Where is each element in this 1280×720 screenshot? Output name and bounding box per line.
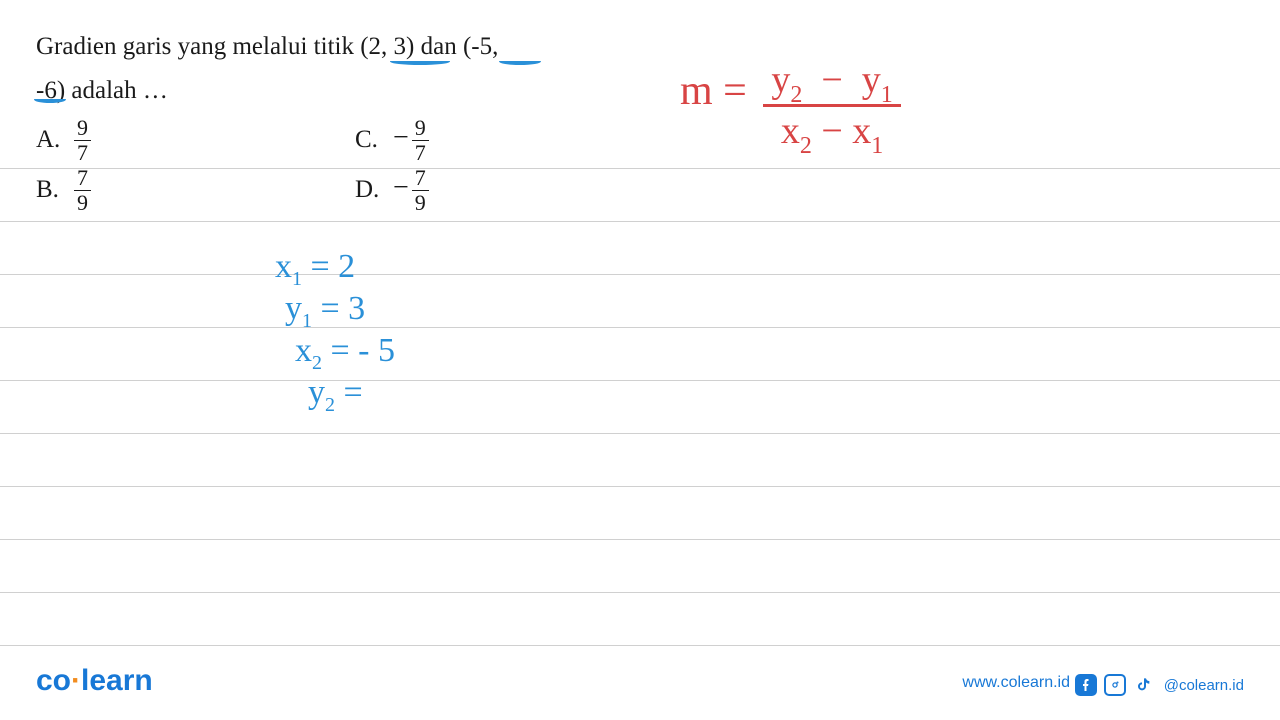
option-a-fraction: 9 7 [74,116,91,163]
formula-m-eq: m = [680,68,747,114]
options-block-2: C. − 9 7 D. − 7 9 [355,115,429,215]
facebook-icon [1075,674,1097,696]
logo: co·learn [36,664,153,698]
ruled-line [0,539,1280,540]
underline-mark [390,58,450,65]
option-b-label: B. [36,176,74,204]
option-c: C. − 9 7 [355,115,429,165]
ruled-line [0,168,1280,169]
ruled-line [0,592,1280,593]
question-line-2: -6) adalah … [36,72,596,110]
option-b-fraction: 7 9 [74,166,91,213]
ruled-line [0,380,1280,381]
option-d-value: − 7 9 [393,166,429,213]
formula-numerator: y2 − y1 [763,58,900,107]
ruled-line [0,221,1280,222]
social-handle: @colearn.id [1164,677,1244,694]
ruled-line [0,327,1280,328]
underline-mark [499,58,541,65]
formula-fraction: y2 − y1 x2 − x1 [763,58,900,153]
option-d-label: D. [355,176,393,204]
underline-mark [34,96,66,103]
handwritten-x2: x2 = - 5 [295,332,395,370]
handwritten-x1: x1 = 2 [275,248,355,286]
option-b: B. 7 9 [36,165,91,215]
instagram-icon [1104,674,1126,696]
ruled-line [0,486,1280,487]
tiktok-icon [1133,674,1155,696]
options-block: A. 9 7 B. 7 9 [36,115,91,215]
question-text: Gradien garis yang melalui titik (2, 3) … [36,28,596,109]
website-url: www.colearn.id [962,674,1070,692]
formula-slope: m = y2 − y1 x2 − x1 [680,55,901,153]
social-links: @colearn.id [1075,674,1244,696]
ruled-line [0,433,1280,434]
option-c-fraction: 9 7 [412,116,429,163]
ruled-line [0,645,1280,646]
ruled-line [0,274,1280,275]
handwritten-y2: y2 = [308,374,363,412]
option-c-label: C. [355,126,393,154]
logo-co: co [36,664,71,697]
option-d: D. − 7 9 [355,165,429,215]
handwritten-y1: y1 = 3 [285,290,365,328]
option-c-value: − 9 7 [393,116,429,163]
option-a-label: A. [36,126,74,154]
formula-denominator: x2 − x1 [773,107,891,153]
option-d-fraction: 7 9 [412,166,429,213]
option-a: A. 9 7 [36,115,91,165]
logo-learn: learn [81,664,153,697]
logo-dot-icon: · [71,664,81,697]
